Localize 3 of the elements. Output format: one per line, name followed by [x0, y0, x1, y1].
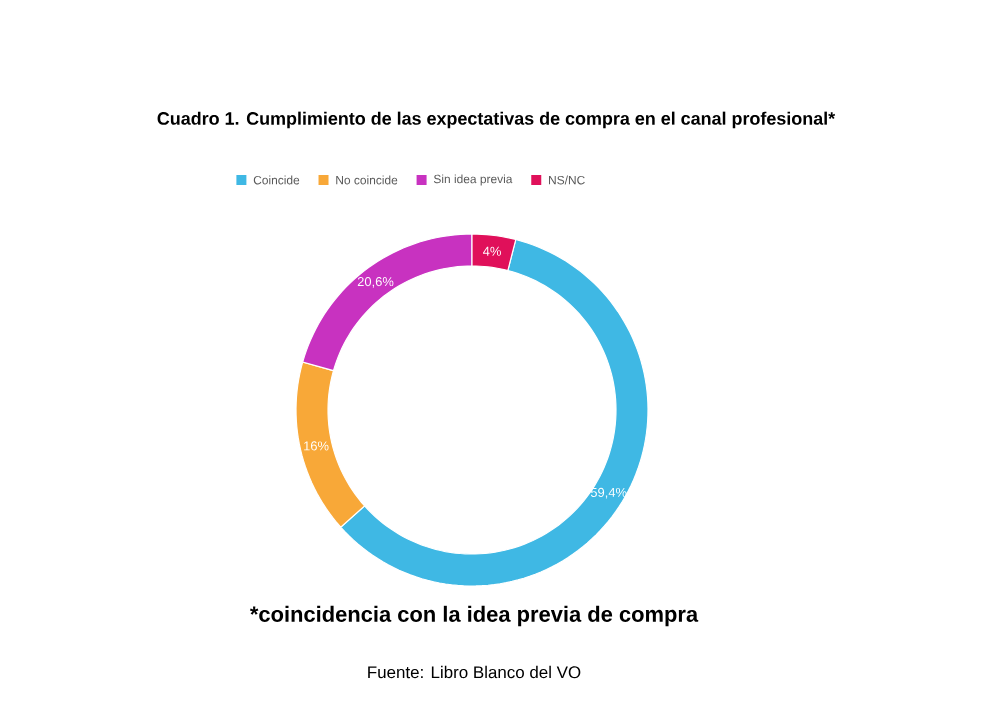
chart-title: Cuadro 1. Cumplimiento de las expectativas de compra en el canal profesional* — [157, 111, 836, 129]
source-note: Fuente: Libro Blanco del VO — [368, 665, 581, 679]
text: *coincidencia con la idea previa de compra — [249, 605, 699, 627]
